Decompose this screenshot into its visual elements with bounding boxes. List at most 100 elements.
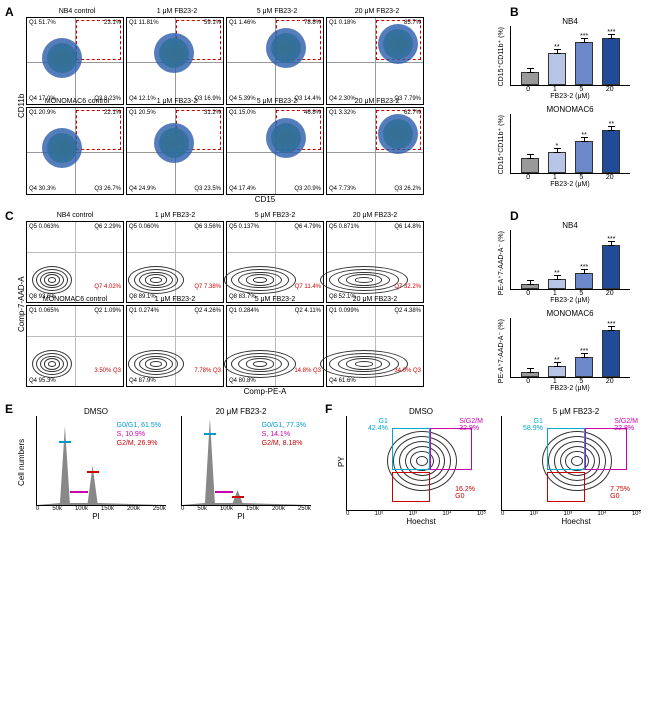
histo-xlabel: PI: [171, 512, 311, 521]
panel-b-charts: NB4 CD15⁺CD11b⁺ (%) ******** 01520 FB23-…: [510, 17, 645, 193]
py-plot: DMSO G1 42.4% S/G2/M 32.9% 16.2% G0 010²…: [346, 407, 496, 517]
panel-e-label: E: [5, 402, 13, 416]
gate-box: [76, 110, 121, 150]
bar-ylabel: CD15⁺CD11b⁺ (%): [498, 115, 506, 174]
plot-title: 20 μM FB23-2: [332, 8, 422, 15]
g0-label: 7.75% G0: [609, 486, 631, 500]
legend-item: G2/M, 26.9%: [117, 439, 161, 448]
row-cd: C Comp-7-AAD-A NB4 control Q5 0.063% Q6 …: [5, 209, 645, 397]
bar: [521, 372, 539, 377]
panel-a-ylabel: CD11b: [17, 17, 26, 195]
q1-label: Q1 1.46%: [229, 20, 256, 26]
bar: *: [548, 152, 566, 173]
bar: ***: [575, 42, 593, 85]
q5-label: Q5 0.137%: [229, 224, 259, 230]
q6-label: Q2 4.26%: [194, 308, 221, 314]
bar: **: [602, 130, 620, 173]
bar-area: ********: [510, 230, 630, 290]
q7-label: Q7 7.38%: [194, 284, 221, 290]
plot-title: MONOMAC6 control: [27, 296, 123, 303]
q1-label: Q1 0.18%: [329, 20, 356, 26]
q6-label: Q6 4.79%: [294, 224, 321, 230]
q5-label: Q1 0.274%: [129, 308, 159, 314]
q4-label: Q4 17.4%: [229, 186, 256, 192]
q6-label: Q6 14.8%: [394, 224, 421, 230]
q7-label: 34.0% Q3: [394, 368, 421, 374]
q2-label: 23.1%: [104, 20, 121, 26]
plot-title: NB4 control: [27, 212, 123, 219]
q1-label: Q1 3.32%: [329, 110, 356, 116]
panel-f-ylabel: PY: [337, 407, 346, 517]
plot-title: 5 μM FB23-2: [227, 296, 323, 303]
panel-f-label: F: [325, 402, 332, 416]
q7-label: 7.78% Q3: [194, 368, 221, 374]
contour-plot: NB4 control Q5 0.063% Q6 2.29% Q7 4.02% …: [26, 221, 124, 303]
g1-label: G1 42.4%: [367, 418, 389, 432]
legend-item: G2/M, 8.18%: [262, 439, 306, 448]
bar-chart: NB4 PE-A⁺7-AAD-A⁻ (%) ******** 01520 FB2…: [510, 221, 630, 309]
bar-title: NB4: [510, 17, 630, 26]
bar-area: ********: [510, 26, 630, 86]
bar: [521, 158, 539, 173]
q1-label: Q1 20.9%: [29, 110, 56, 116]
q2-label: 85.7%: [404, 20, 421, 26]
flow-plot: MONOMAC6 control Q1 20.9% 22.1% Q3 26.7%…: [26, 107, 124, 195]
q1-label: Q1 20.5%: [129, 110, 156, 116]
bar: [521, 284, 539, 290]
panel-d-charts: NB4 PE-A⁺7-AAD-A⁻ (%) ******** 01520 FB2…: [510, 221, 645, 397]
x-tick: 1: [553, 86, 557, 93]
plot-title: 1 μM FB23-2: [132, 98, 222, 105]
x-tick: 0: [526, 86, 530, 93]
sg2m-label: S/G2/M 22.8%: [613, 418, 639, 432]
q6-label: Q2 4.11%: [295, 308, 321, 314]
contour-plot: 1 μM FB23-2 Q5 0.060% Q6 3.56% Q7 7.38% …: [126, 221, 224, 303]
flow-plot: NB4 control Q1 51.7% 23.1% Q3 8.23% Q4 1…: [26, 17, 124, 105]
py-area: G1 58.9% S/G2/M 22.8% 7.75% G0: [501, 416, 641, 511]
histo-area: G0/G1, 61.5%S, 10.9%G2/M, 26.9%: [36, 416, 166, 506]
q6-label: Q2 1.09%: [94, 308, 121, 314]
contour-plot: 20 μM FB23-2 Q5 0.871% Q6 14.8% Q7 32.2%…: [326, 221, 424, 303]
contour-plot: 20 μM FB23-2 Q1 0.099% Q2 4.38% 34.0% Q3…: [326, 305, 424, 387]
bar-chart: NB4 CD15⁺CD11b⁺ (%) ******** 01520 FB23-…: [510, 17, 630, 105]
q7-label: Q7 11.4%: [295, 284, 321, 290]
q8-label: Q4 87.9%: [129, 378, 156, 384]
py-title: DMSO: [346, 407, 496, 416]
x-tick: 0: [526, 174, 530, 181]
bar-area: *****: [510, 114, 630, 174]
bar: **: [548, 279, 566, 289]
q4-label: Q4 30.3%: [29, 186, 56, 192]
panel-e-plots: DMSO G0/G1, 61.5%S, 10.9%G2/M, 26.9% 050…: [26, 407, 311, 517]
figure: A CD11b NB4 control Q1 51.7% 23.1% Q3 8.…: [0, 0, 650, 527]
q6-label: Q6 3.56%: [194, 224, 221, 230]
bar: ***: [602, 38, 620, 85]
x-tick: 0: [526, 378, 530, 385]
q7-label: Q7 32.2%: [394, 284, 421, 290]
q5-label: Q5 0.871%: [329, 224, 359, 230]
plot-title: 20 μM FB23-2: [332, 98, 422, 105]
bar: **: [548, 366, 566, 377]
bar-title: MONOMAC6: [510, 309, 630, 318]
bar-area: ********: [510, 318, 630, 378]
bar: ***: [602, 330, 620, 377]
py-xlabel: Hoechst: [346, 517, 496, 526]
plot-title: 5 μM FB23-2: [232, 98, 322, 105]
bar-title: MONOMAC6: [510, 105, 630, 114]
plot-title: 1 μM FB23-2: [127, 212, 223, 219]
q3-label: Q3 26.7%: [94, 186, 121, 192]
flow-plot: 20 μM FB23-2 Q1 3.32% 62.7% Q3 26.2% Q4 …: [326, 107, 424, 195]
q5-label: Q1 0.099%: [329, 308, 359, 314]
bar: [521, 72, 539, 85]
panel-b: B NB4 CD15⁺CD11b⁺ (%) ******** 01520 FB2…: [510, 5, 645, 204]
q8-label: Q4 95.3%: [29, 378, 56, 384]
g1-label: G1 58.9%: [522, 418, 544, 432]
panel-d: D NB4 PE-A⁺7-AAD-A⁻ (%) ******** 01520 F…: [510, 209, 645, 397]
plot-title: 20 μM FB23-2: [327, 212, 423, 219]
x-tick: 5: [579, 290, 583, 297]
q1-label: Q1 15.0%: [229, 110, 256, 116]
q3-label: Q3 20.9%: [294, 186, 321, 192]
sg2m-gate: [585, 428, 627, 470]
x-tick: 5: [579, 174, 583, 181]
panel-a-label: A: [5, 5, 14, 19]
py-area: G1 42.4% S/G2/M 32.9% 16.2% G0: [346, 416, 486, 511]
bar: **: [548, 53, 566, 85]
